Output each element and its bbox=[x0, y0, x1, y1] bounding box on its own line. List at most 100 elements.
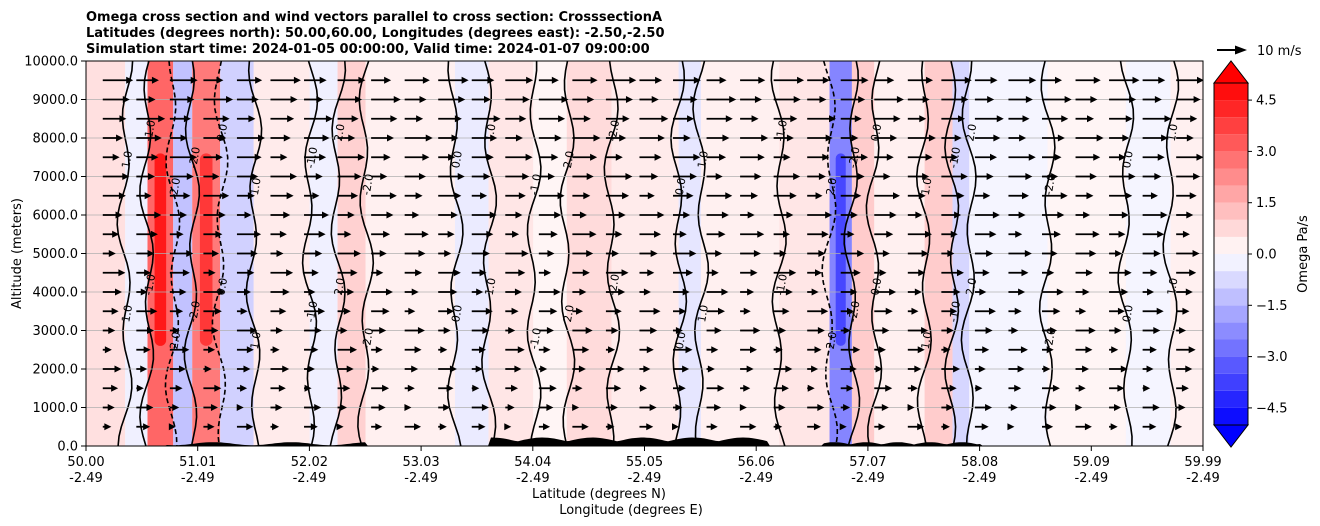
y-tick-label-6: 6000.0 bbox=[33, 209, 79, 224]
wind-vector-316 bbox=[740, 250, 761, 257]
wind-vector-567 bbox=[304, 96, 324, 103]
wind-vector-124 bbox=[941, 365, 961, 373]
wind-vector-head bbox=[1121, 211, 1129, 219]
wind-vector-104 bbox=[270, 365, 290, 373]
colorbar-step-9 bbox=[1214, 254, 1248, 272]
wind-vector-head bbox=[1129, 96, 1137, 103]
wind-vector-head bbox=[678, 384, 686, 392]
wind-vector-527 bbox=[1176, 134, 1194, 142]
wind-vector-3 bbox=[203, 423, 215, 431]
wind-vector-221 bbox=[874, 307, 893, 315]
wind-vector-125 bbox=[974, 365, 986, 373]
wind-vector-348 bbox=[706, 230, 726, 238]
wind-vector-234 bbox=[203, 288, 226, 296]
wind-vector-418 bbox=[840, 192, 862, 200]
wind-vector-575 bbox=[572, 96, 595, 103]
wind-vector-279 bbox=[605, 269, 629, 277]
wind-vector-head bbox=[819, 96, 827, 103]
wind-vector-head bbox=[380, 173, 388, 180]
wind-vector-head bbox=[879, 269, 887, 277]
wind-vector-head bbox=[1147, 288, 1155, 296]
wind-vector-183 bbox=[706, 327, 722, 334]
wind-vector-132 bbox=[102, 346, 112, 354]
wind-vector-519 bbox=[907, 134, 936, 142]
wind-vector-571 bbox=[438, 96, 466, 103]
wind-vector-230 bbox=[1176, 307, 1190, 315]
vector-key: 10 m/s bbox=[1217, 44, 1302, 59]
wind-vector-464 bbox=[169, 153, 198, 161]
wind-vector-head bbox=[979, 288, 987, 296]
wind-vector-434 bbox=[270, 173, 298, 180]
wind-vector-head bbox=[215, 230, 223, 238]
wind-vector-135 bbox=[203, 346, 216, 354]
wind-vector-head bbox=[507, 404, 515, 411]
wind-vector-6 bbox=[304, 423, 318, 431]
wind-vector-head bbox=[1050, 250, 1058, 257]
wind-vector-head bbox=[218, 288, 226, 296]
wind-vector-head bbox=[443, 404, 451, 411]
wind-vector-306 bbox=[404, 250, 426, 257]
wind-vector-head bbox=[246, 423, 254, 431]
x-tick-lon-3: -2.49 bbox=[404, 471, 438, 486]
wind-vector-76 bbox=[438, 384, 454, 392]
wind-vector-406 bbox=[438, 192, 462, 200]
wind-vector-30 bbox=[1109, 423, 1118, 431]
wind-vector-502 bbox=[337, 134, 356, 142]
contour-label-9-1: -2.0 bbox=[360, 173, 377, 196]
wind-vector-head bbox=[1118, 230, 1126, 238]
wind-vector-head bbox=[550, 307, 558, 315]
wind-vector-414 bbox=[706, 192, 733, 200]
wind-vector-71 bbox=[270, 384, 286, 392]
wind-vector-245 bbox=[572, 288, 587, 296]
wind-vector-610 bbox=[639, 76, 663, 84]
wind-vector-head bbox=[964, 76, 972, 84]
wind-vector-211 bbox=[538, 307, 558, 315]
wind-vector-head bbox=[586, 173, 594, 180]
wind-vector-head bbox=[1149, 346, 1157, 354]
wind-vector-568 bbox=[337, 96, 363, 103]
wind-vector-433 bbox=[236, 173, 259, 180]
wind-vector-190 bbox=[941, 327, 954, 334]
wind-vector-head bbox=[179, 288, 187, 296]
wind-vector-557 bbox=[1075, 115, 1094, 123]
wind-vector-head bbox=[1161, 134, 1169, 142]
wind-vector-head bbox=[393, 96, 401, 103]
wind-vector-18 bbox=[706, 423, 718, 431]
wind-vector-head bbox=[319, 76, 327, 84]
wind-vector-head bbox=[718, 230, 726, 238]
wind-vector-head bbox=[1054, 153, 1062, 161]
wind-vector-head bbox=[226, 96, 234, 103]
wind-vector-477 bbox=[605, 153, 623, 161]
wind-vector-122 bbox=[874, 365, 883, 373]
wind-vector-402 bbox=[304, 192, 320, 200]
wind-vector-head bbox=[111, 384, 119, 392]
wind-vector-head bbox=[218, 211, 226, 219]
wind-vector-424 bbox=[1041, 192, 1068, 200]
wind-vector-154 bbox=[840, 346, 861, 354]
wind-vector-512 bbox=[673, 134, 691, 142]
wind-vector-head bbox=[1157, 153, 1165, 161]
wind-vector-head bbox=[1090, 96, 1098, 103]
wind-vector-head bbox=[486, 153, 494, 161]
wind-vector-head bbox=[487, 76, 495, 84]
wind-vector-284 bbox=[773, 269, 797, 277]
wind-vector-50 bbox=[673, 404, 683, 411]
wind-vector-head bbox=[547, 250, 555, 257]
wind-vector-463 bbox=[136, 153, 159, 161]
wind-vector-422 bbox=[974, 192, 991, 200]
wind-vector-head bbox=[283, 211, 291, 219]
wind-vector-head bbox=[917, 346, 925, 354]
wind-vector-607 bbox=[538, 76, 559, 84]
wind-vector-head bbox=[146, 327, 154, 334]
wind-vector-head bbox=[278, 384, 286, 392]
wind-vector-head bbox=[344, 230, 352, 238]
wind-vector-head bbox=[450, 288, 458, 296]
wind-vector-373 bbox=[438, 211, 458, 219]
wind-vector-243 bbox=[505, 288, 522, 296]
wind-vector-head bbox=[551, 153, 559, 161]
wind-vector-head bbox=[961, 96, 969, 103]
wind-vector-head bbox=[293, 76, 301, 84]
wind-vector-250 bbox=[740, 288, 755, 296]
wind-vector-439 bbox=[438, 173, 465, 180]
wind-vector-head bbox=[1122, 134, 1130, 142]
